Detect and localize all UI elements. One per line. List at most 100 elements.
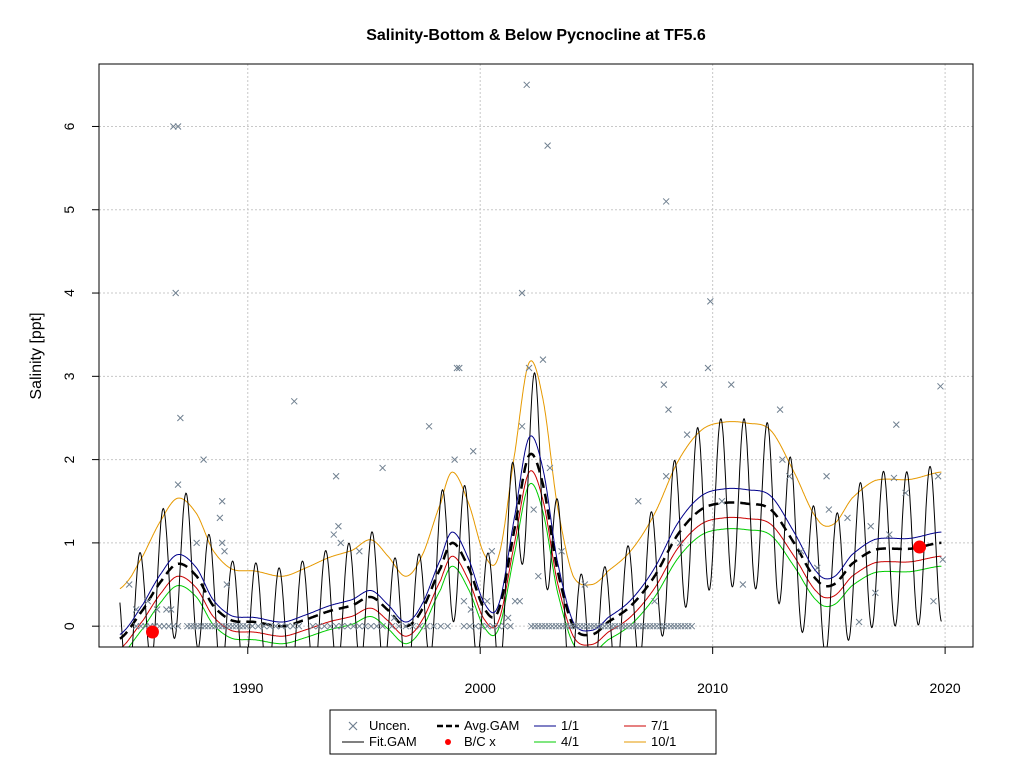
y-tick-label: 3 [61,372,77,380]
uncen-point [786,472,793,480]
uncen-point [902,489,909,497]
uncen-point [558,547,565,555]
plot-frame [98,63,974,648]
uncen-point [681,622,689,630]
uncen-point [183,622,191,630]
uncen-point [402,622,410,630]
uncen-point [662,198,670,205]
series-avg-gam [119,452,942,640]
uncen-point [283,622,291,630]
uncen-point [460,597,468,605]
uncen-point [483,597,491,605]
legend-box [329,709,717,755]
uncen-point [278,622,285,630]
uncen-point [200,456,207,463]
uncen-point [451,456,458,463]
uncen-point [467,606,475,613]
y-tick-label: 5 [61,206,77,214]
uncen-point [516,597,524,605]
uncen-point [501,622,508,630]
uncen-point [218,497,226,505]
uncen-point [395,622,403,630]
y-tick-label: 4 [61,289,77,297]
uncen-point [204,622,212,630]
uncen-point [892,421,900,428]
uncen-point [289,622,297,630]
uncen-point [629,622,636,630]
uncen-point [321,622,328,630]
axis-ticks: 1990 2000 2010 2020 0 1 2 3 4 5 6 [61,122,961,696]
uncen-point [507,622,514,630]
uncen-point [867,522,875,530]
legend-symbol-uncen [348,721,358,731]
uncen-point [489,622,497,630]
legend-label: 7/1 [651,718,669,733]
uncen-point [601,622,608,630]
uncen-point [797,547,805,555]
legend-label: Fit.GAM [369,734,417,749]
uncen-point [326,622,334,630]
uncen-point [683,431,691,438]
uncen-point [453,364,461,372]
uncen-point [290,397,298,405]
legend-label: B/C x [464,734,496,749]
uncen-point [518,289,526,297]
uncen-point [367,622,375,630]
uncen-point [338,622,346,630]
uncen-point [890,474,898,482]
uncen-point [539,356,547,364]
uncen-point [309,622,317,630]
uncen-point [172,289,180,297]
uncen-point [355,622,363,630]
y-axis-label: Salinity [ppt] [28,312,45,399]
uncen-point [174,481,182,488]
uncen-point [581,581,589,588]
uncen-point [663,622,671,630]
uncen-point [201,622,209,630]
uncen-point [373,622,381,630]
uncen-point [937,382,944,390]
uncen-point [576,622,584,630]
uncen-point [125,581,133,588]
uncen-point [455,364,463,372]
uncen-point [221,547,228,555]
uncen-point [608,622,615,630]
uncen-point [813,564,821,572]
legend-symbol-dot [445,739,451,745]
uncen-point [332,622,340,630]
uncen-point [379,622,386,630]
uncen-point [337,539,345,547]
uncen-point [425,422,433,430]
uncen-point [823,472,830,480]
uncen-point [825,506,833,513]
uncen-point [361,622,369,630]
uncen-point [518,422,526,430]
uncen-point [676,539,684,547]
uncen-point [315,622,323,630]
uncen-point [939,556,947,563]
uncen-point [409,622,417,630]
uncen-point [469,447,477,455]
uncen-point [504,614,512,622]
uncen-point [229,622,237,630]
uncen-point [132,606,140,613]
uncen-point [460,622,468,630]
legend-label: Avg.GAM [464,718,519,733]
uncen-point [651,597,658,605]
uncen-point [344,622,352,630]
uncen-point [653,622,661,630]
uncen-point [379,464,386,472]
uncen-point [478,622,485,630]
uncen-point [544,142,551,149]
uncen-point [706,298,714,305]
legend-label: Uncen. [369,718,410,733]
uncen-point [523,81,531,89]
uncen-point [211,622,219,630]
uncen-point [390,614,398,622]
uncen-point [844,514,851,522]
uncen-point [236,622,243,630]
uncen-point [350,622,357,630]
uncen-point [530,506,538,513]
chart-title: Salinity-Bottom & Below Pycnocline at TF… [366,27,706,44]
